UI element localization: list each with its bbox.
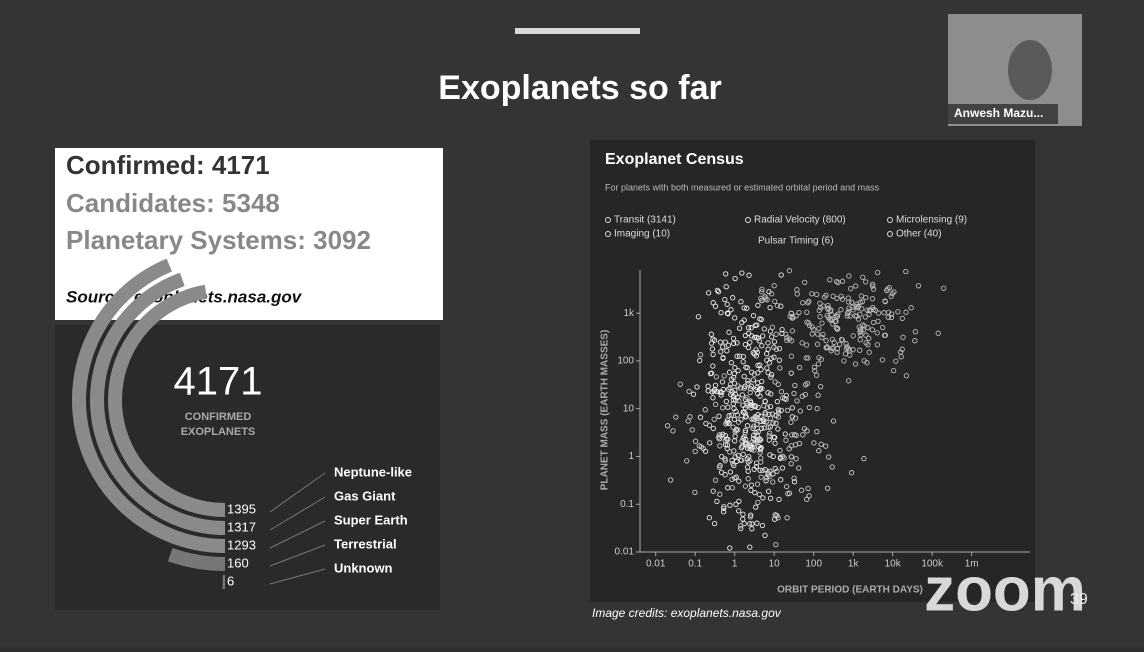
legend-item: Imaging (10) — [614, 229, 670, 240]
bar-name: Terrestrial — [334, 536, 397, 551]
x-axis-label: ORBIT PERIOD (EARTH DAYS) — [777, 585, 923, 596]
bar-value: 1317 — [227, 519, 256, 534]
stat-systems: Planetary Systems: 3092 — [66, 225, 371, 255]
stat-confirmed: Confirmed: 4171 — [66, 150, 270, 180]
share-bar[interactable] — [515, 28, 640, 34]
x-tick-label: 1 — [732, 559, 738, 570]
x-tick-label: 10 — [769, 559, 781, 570]
image-credits: Image credits: exoplanets.nasa.gov — [592, 606, 782, 620]
webcam-person — [1008, 40, 1052, 100]
y-tick-label: 100 — [617, 356, 634, 367]
bar-name: Unknown — [334, 560, 393, 575]
x-tick-label: 100 — [805, 559, 822, 570]
y-tick-label: 0.01 — [615, 547, 635, 558]
legend-item: Transit (3141) — [614, 215, 676, 226]
census-title: Exoplanet Census — [605, 151, 744, 168]
caption: EXOPLANETS — [181, 426, 256, 438]
bar-name: Super Earth — [334, 512, 408, 527]
y-tick-label: 0.1 — [620, 499, 634, 510]
y-tick-label: 10 — [623, 403, 635, 414]
x-tick-label: 0.01 — [646, 559, 666, 570]
bar-value: 6 — [227, 573, 234, 588]
legend-item: Other (40) — [896, 229, 942, 240]
bar-value: 160 — [227, 555, 249, 570]
participant-name: Anwesh Mazu... — [954, 106, 1043, 120]
legend-item: Radial Velocity (800) — [754, 215, 846, 226]
y-tick-label: 1 — [628, 451, 634, 462]
bar-value: 1395 — [227, 501, 256, 516]
slide-title: Exoplanets so far — [438, 69, 721, 107]
total: 4171 — [174, 360, 263, 404]
bar-name: Gas Giant — [334, 488, 396, 503]
legend-item: Pulsar Timing (6) — [758, 236, 834, 247]
caption: CONFIRMED — [185, 411, 252, 423]
page-number: 39 — [1070, 591, 1088, 608]
y-axis-label: PLANET MASS (EARTH MASSES) — [600, 330, 611, 491]
bar-value: 1293 — [227, 537, 256, 552]
bar-name: Neptune-like — [334, 464, 412, 479]
zoom-logo: zoom — [924, 555, 1086, 624]
stat-candidates: Candidates: 5348 — [66, 188, 280, 218]
legend-item: Microlensing (9) — [896, 215, 967, 226]
y-tick-label: 1k — [623, 308, 635, 319]
x-tick-label: 0.1 — [688, 559, 702, 570]
x-tick-label: 10k — [885, 559, 902, 570]
census-subtitle: For planets with both measured or estima… — [605, 182, 880, 192]
x-tick-label: 1k — [848, 559, 860, 570]
